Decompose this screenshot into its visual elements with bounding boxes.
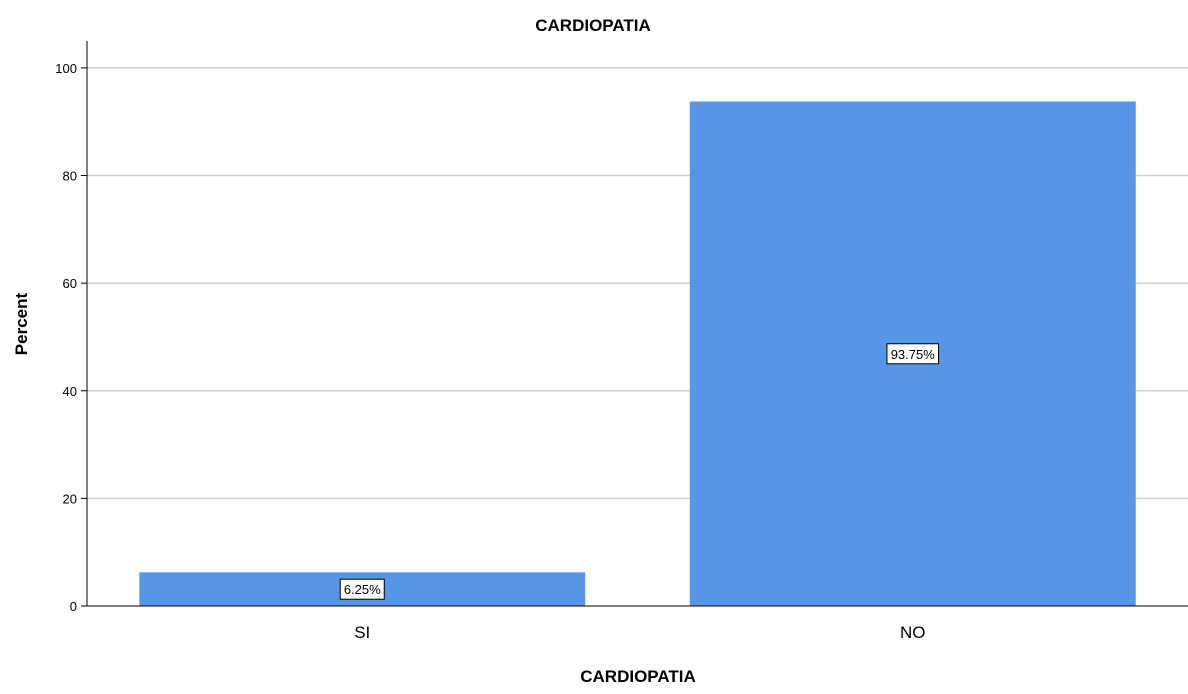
- x-tick-labels: SI NO: [354, 623, 925, 642]
- x-tick-label: SI: [354, 623, 370, 642]
- y-tick-label: 60: [63, 276, 77, 291]
- data-label: 93.75%: [891, 347, 936, 362]
- x-axis-label: CARDIOPATIA: [580, 667, 696, 686]
- y-tick-label: 40: [63, 384, 77, 399]
- bars: [139, 101, 1136, 607]
- y-tick-label: 0: [70, 599, 77, 614]
- y-tick-label: 80: [63, 169, 77, 184]
- y-tick-labels: 0 20 40 60 80 100: [55, 61, 87, 614]
- y-tick-label: 100: [55, 61, 77, 76]
- y-tick-label: 20: [63, 491, 77, 506]
- data-label-box: [886, 343, 940, 365]
- chart-title: CARDIOPATIA: [535, 16, 651, 35]
- data-label: 6.25%: [344, 582, 381, 597]
- data-label-box: [339, 578, 385, 600]
- data-labels: 6.25% 93.75%: [339, 343, 940, 600]
- y-axis-label: Percent: [12, 292, 31, 355]
- x-tick-label: NO: [900, 623, 926, 642]
